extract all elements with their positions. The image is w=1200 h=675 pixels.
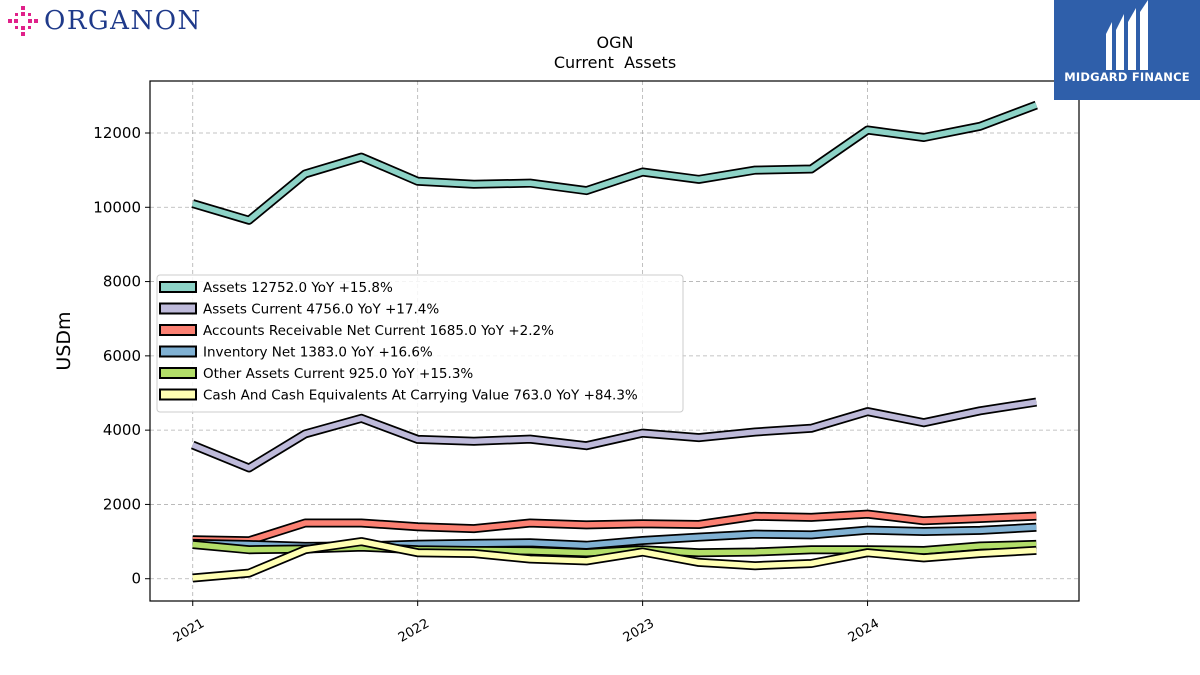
series-accounts-receivable-net-current (192, 509, 1037, 546)
legend-swatch (159, 388, 197, 401)
legend-swatch (159, 345, 197, 358)
organon-brand-name: ORGANON (44, 6, 202, 36)
y-tick-label: 6000 (103, 347, 141, 365)
legend-entry: Cash And Cash Equivalents At Carrying Va… (203, 388, 638, 404)
series-cash-and-cash-equivalents-at-carrying-value (192, 537, 1037, 583)
series-assets-current (190, 397, 1037, 473)
legend-swatch (159, 302, 197, 315)
legend-swatch (159, 324, 197, 336)
series-lines (190, 100, 1038, 583)
midgard-m-icon (1106, 0, 1148, 70)
plot-frame (149, 80, 1080, 602)
x-tick-label: 2021 (171, 616, 207, 646)
y-tick-label: 4000 (103, 421, 141, 439)
midgard-finance-name: MIDGARD FINANCE (1064, 70, 1190, 84)
y-tick-label: 10000 (93, 198, 141, 216)
legend-swatch (159, 367, 197, 379)
legend: Assets 12752.0 YoY +15.8% Assets Current … (156, 274, 684, 413)
series-line (192, 511, 1037, 544)
organon-brand: ORGANON (6, 4, 202, 38)
legend-entry: Inventory Net 1383.0 YoY +16.6% (203, 345, 433, 361)
legend-entry: Assets 12752.0 YoY +15.8% (203, 280, 393, 296)
series-line (191, 399, 1037, 471)
organon-cross-icon (8, 6, 38, 36)
x-tick-label: 2022 (396, 616, 432, 646)
series-assets (191, 100, 1038, 225)
legend-box (156, 274, 684, 413)
legend-swatch (159, 281, 197, 293)
legend-entry: Accounts Receivable Net Current 1685.0 Y… (203, 323, 554, 339)
y-tick-label: 0 (131, 570, 141, 588)
x-tick-label: 2024 (846, 616, 882, 646)
chart-title: OGN (597, 33, 634, 52)
axes: 0 2000 4000 6000 8000 10000 12000 2021 2022 2023 2… (93, 124, 882, 646)
y-tick-label: 8000 (103, 273, 141, 291)
series-line (192, 538, 1037, 581)
y-tick-label: 12000 (93, 124, 141, 142)
series-outline (191, 100, 1038, 225)
x-tick-label: 2023 (621, 616, 657, 646)
series-line (191, 102, 1038, 224)
chart-subtitle: Current Assets (554, 53, 676, 72)
legend-entry: Assets Current 4756.0 YoY +17.4% (203, 302, 439, 318)
y-axis-label: USDm (53, 311, 75, 370)
legend-entry: Other Assets Current 925.0 YoY +15.3% (203, 366, 473, 382)
midgard-finance-logo: MIDGARD FINANCE (1054, 0, 1200, 100)
y-tick-label: 2000 (103, 495, 141, 513)
